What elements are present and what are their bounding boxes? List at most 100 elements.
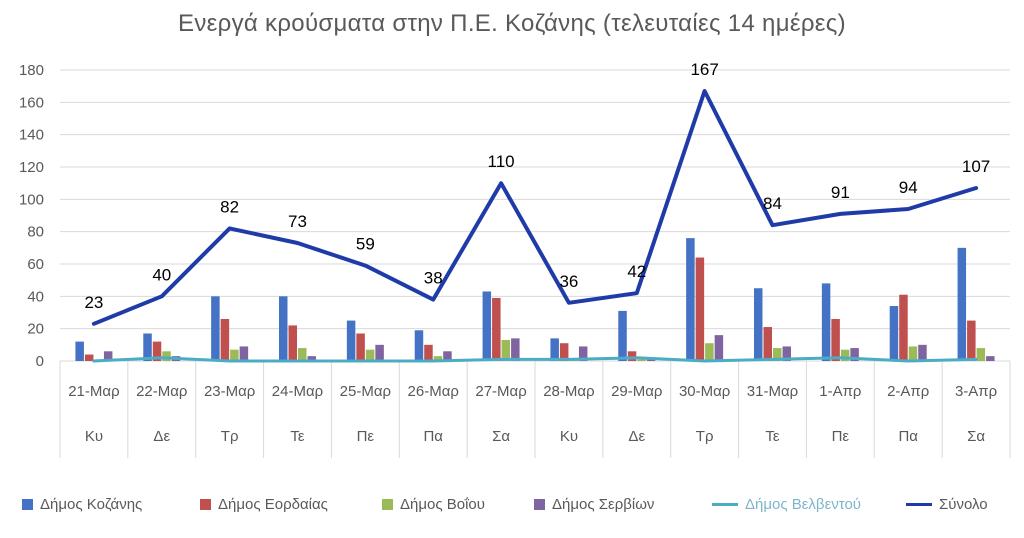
legend: Δήμος Κοζάνης Δήμος Εορδαίας Δήμος Βοΐου Δή… bbox=[0, 493, 1024, 515]
x-tick-label-date: 27-Μαρ bbox=[475, 383, 526, 400]
chart-title: Ενεργά κρούσματα στην Π.Ε. Κοζάνης (τελε… bbox=[178, 10, 846, 37]
bar-4-21-Μαρ bbox=[103, 351, 113, 361]
bar-2-3-Απρ bbox=[967, 320, 976, 361]
data-label: 82 bbox=[220, 197, 239, 216]
bar-1-25-Μαρ bbox=[346, 320, 356, 361]
bar-1-28-Μαρ bbox=[550, 338, 559, 361]
bar-4-27-Μαρ bbox=[511, 338, 520, 361]
legend-swatch bbox=[22, 498, 33, 510]
bar-2-29-Μαρ bbox=[627, 351, 637, 361]
y-tick-label: 60 bbox=[27, 256, 44, 273]
x-tick-label-date: 29-Μαρ bbox=[611, 383, 662, 400]
bar-2-24-Μαρ bbox=[288, 325, 297, 361]
x-tick-label-weekday: Πε bbox=[357, 428, 375, 445]
bar-4-3-Απρ bbox=[986, 356, 995, 361]
y-tick-label: 120 bbox=[19, 159, 44, 176]
data-labels: 23 40 82 73 59 38 110 36 42 167 84 91 94 107 bbox=[84, 60, 990, 312]
bar-2-2-Απρ bbox=[899, 294, 908, 361]
x-tick-label-weekday: Κυ bbox=[85, 428, 103, 445]
bar-3-30-Μαρ bbox=[705, 343, 714, 361]
bar-1-31-Μαρ bbox=[754, 288, 763, 361]
bar-1-22-Μαρ bbox=[143, 333, 152, 361]
data-label: 40 bbox=[152, 265, 171, 284]
x-tick-label-date: 30-Μαρ bbox=[679, 383, 730, 400]
x-tick-label-date: 22-Μαρ bbox=[136, 383, 187, 400]
data-label: 84 bbox=[763, 194, 782, 213]
legend-item: Δήμος Εορδαίας bbox=[200, 493, 328, 515]
bar-4-30-Μαρ bbox=[714, 335, 724, 361]
bar-3-2-Απρ bbox=[908, 346, 918, 361]
y-tick-label: 180 bbox=[19, 62, 44, 79]
bar-2-30-Μαρ bbox=[695, 257, 705, 361]
bar-4-25-Μαρ bbox=[375, 344, 384, 361]
legend-swatch bbox=[906, 502, 932, 506]
x-tick-label-date: 24-Μαρ bbox=[272, 383, 323, 400]
x-tick-label-weekday: Δε bbox=[628, 428, 645, 445]
bar-1-26-Μαρ bbox=[414, 330, 424, 361]
data-label: 167 bbox=[690, 60, 718, 79]
x-tick-label-date: 2-Απρ bbox=[887, 383, 929, 400]
bar-4-23-Μαρ bbox=[239, 346, 249, 361]
bar-2-31-Μαρ bbox=[763, 327, 772, 361]
bar-4-2-Απρ bbox=[918, 344, 927, 361]
legend-label: Δήμος Εορδαίας bbox=[218, 495, 328, 513]
x-tick-label-date: 21-Μαρ bbox=[68, 383, 119, 400]
secondary-line bbox=[92, 356, 978, 363]
y-tick-label: 160 bbox=[19, 94, 44, 111]
gridlines bbox=[60, 69, 1010, 330]
bar-2-23-Μαρ bbox=[220, 318, 230, 361]
bar-4-31-Μαρ bbox=[782, 346, 791, 361]
lines bbox=[91, 89, 979, 363]
bar-2-26-Μαρ bbox=[424, 344, 433, 361]
axes bbox=[59, 360, 1011, 458]
y-tick-label: 40 bbox=[27, 288, 44, 305]
legend-item: Δήμος Σερβίων bbox=[534, 493, 654, 515]
legend-label: Δήμος Βελβεντού bbox=[745, 495, 862, 513]
bar-4-24-Μαρ bbox=[307, 356, 316, 361]
bars bbox=[75, 238, 995, 361]
bar-4-1-Απρ bbox=[850, 348, 859, 361]
bar-1-23-Μαρ bbox=[211, 296, 220, 361]
bar-2-1-Απρ bbox=[831, 318, 840, 361]
bar-4-28-Μαρ bbox=[578, 346, 588, 361]
x-tick-label-date: 28-Μαρ bbox=[543, 383, 594, 400]
legend-swatch bbox=[200, 498, 211, 510]
y-tick-label: 100 bbox=[19, 191, 44, 208]
bar-2-22-Μαρ bbox=[152, 341, 162, 361]
bar-1-1-Απρ bbox=[821, 283, 831, 361]
legend-item: Δήμος Βοΐου bbox=[382, 493, 485, 515]
bar-3-3-Απρ bbox=[976, 348, 986, 361]
data-label: 42 bbox=[627, 262, 646, 281]
x-tick-label-date: 31-Μαρ bbox=[747, 383, 798, 400]
data-label: 23 bbox=[84, 293, 103, 312]
y-tick-label: 80 bbox=[27, 224, 44, 241]
x-tick-label-weekday: Πε bbox=[832, 428, 850, 445]
bar-2-25-Μαρ bbox=[356, 333, 365, 361]
legend-label: Δήμος Βοΐου bbox=[400, 495, 485, 513]
y-tick-label: 20 bbox=[27, 321, 44, 338]
total-line bbox=[91, 89, 979, 326]
x-tick-label-weekday: Τρ bbox=[696, 428, 714, 445]
legend-label: Δήμος Κοζάνης bbox=[40, 495, 143, 513]
bar-2-21-Μαρ bbox=[84, 354, 94, 361]
data-label: 110 bbox=[488, 152, 515, 171]
x-tick-label-weekday: Τε bbox=[290, 428, 305, 445]
data-label: 94 bbox=[899, 178, 918, 197]
bar-3-24-Μαρ bbox=[298, 348, 307, 361]
data-label: 91 bbox=[831, 183, 850, 202]
bar-3-31-Μαρ bbox=[773, 348, 782, 361]
data-label: 107 bbox=[962, 157, 990, 176]
legend-swatch bbox=[712, 502, 738, 506]
bar-1-21-Μαρ bbox=[75, 341, 84, 361]
bar-1-3-Απρ bbox=[957, 247, 967, 361]
bar-1-30-Μαρ bbox=[686, 238, 695, 361]
bar-3-1-Απρ bbox=[840, 349, 850, 361]
y-tick-label: 0 bbox=[36, 353, 44, 370]
bar-1-27-Μαρ bbox=[482, 291, 492, 361]
legend-item: Σύνολο bbox=[906, 493, 988, 515]
legend-label: Σύνολο bbox=[939, 495, 988, 513]
bar-3-23-Μαρ bbox=[230, 349, 239, 361]
bar-3-29-Μαρ bbox=[637, 359, 646, 361]
x-tick-label-date: 25-Μαρ bbox=[340, 383, 391, 400]
